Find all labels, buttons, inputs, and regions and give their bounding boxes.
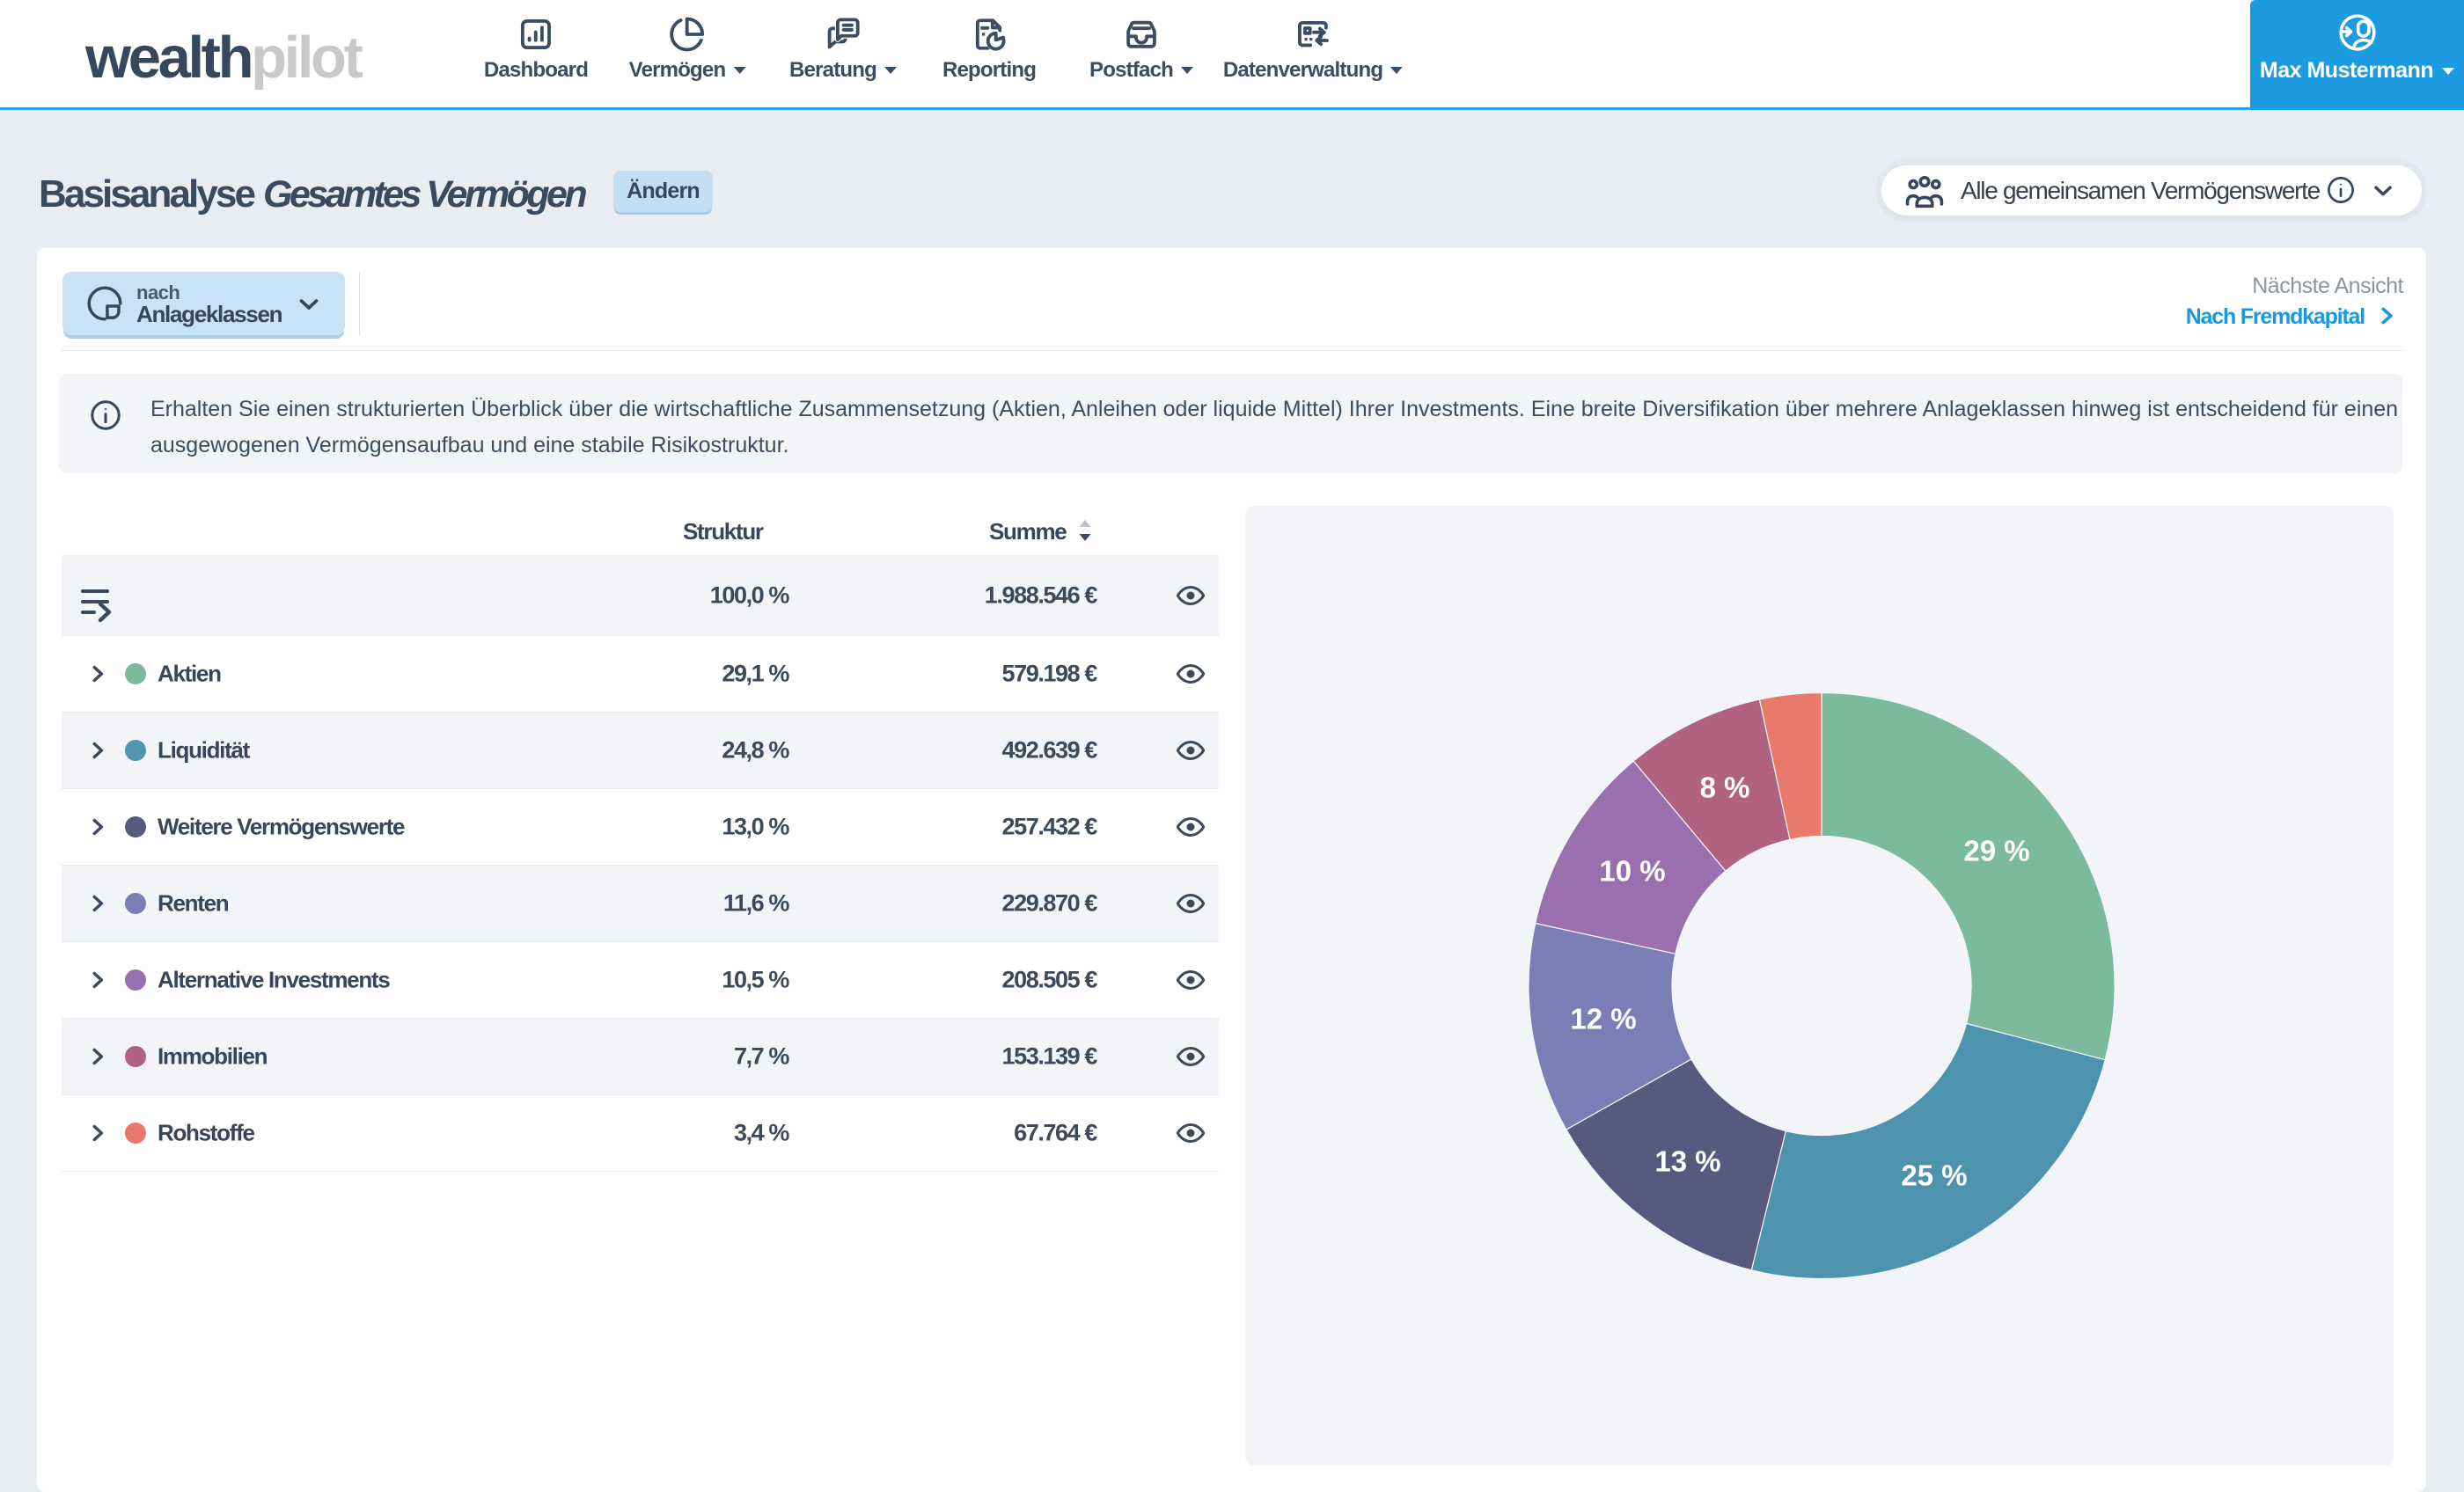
svg-text:13 %: 13 %: [1654, 1145, 1720, 1178]
svg-text:25 %: 25 %: [1901, 1159, 1967, 1192]
svg-text:8 %: 8 %: [1700, 772, 1750, 804]
svg-text:10 %: 10 %: [1599, 855, 1665, 888]
svg-text:29 %: 29 %: [1963, 835, 2029, 867]
svg-text:12 %: 12 %: [1570, 1003, 1636, 1035]
